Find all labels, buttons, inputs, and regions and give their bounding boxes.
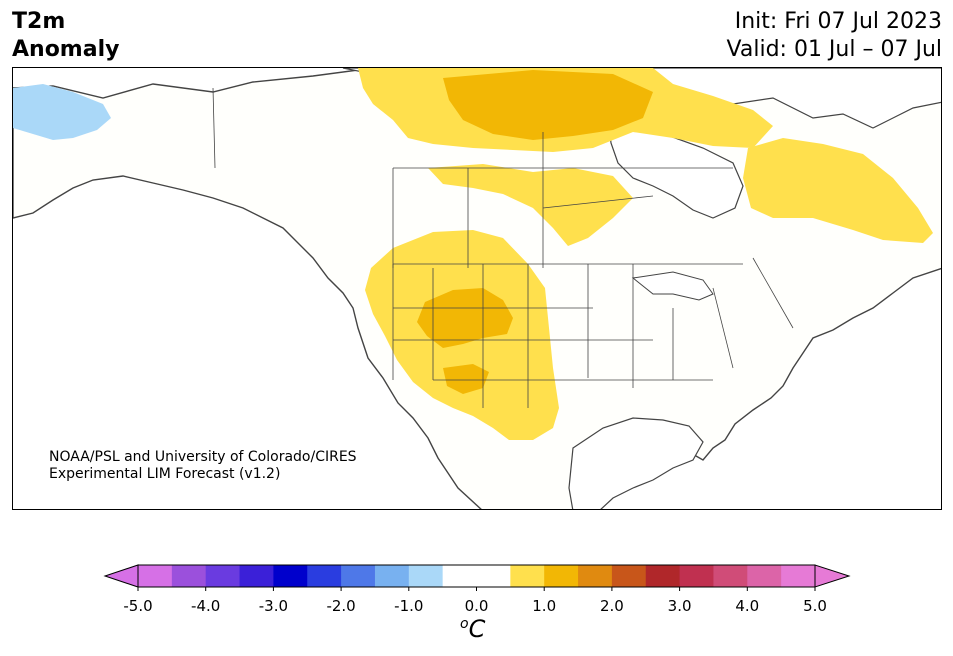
unit-label: oC xyxy=(460,615,485,643)
colorbar-box xyxy=(747,565,782,587)
colorbar-box xyxy=(442,565,477,587)
colorbar-box xyxy=(307,565,342,587)
political-borders xyxy=(212,87,794,408)
colorbar-box xyxy=(239,565,274,587)
alaska-cool-anomaly xyxy=(13,84,111,140)
quebec-warm-anomaly xyxy=(743,138,933,243)
anomaly-map xyxy=(13,68,941,509)
valid-range: Valid: 01 Jul – 07 Jul xyxy=(726,37,942,62)
credit-line-1: NOAA/PSL and University of Colorado/CIRE… xyxy=(49,449,357,465)
colorbar-tick-label: -3.0 xyxy=(259,597,288,615)
colorbar-box xyxy=(341,565,376,587)
great-lakes xyxy=(631,271,714,301)
colorbar-box xyxy=(781,565,816,587)
colorbar-box xyxy=(476,565,511,587)
map-panel xyxy=(12,67,942,510)
plot-title: T2m Anomaly xyxy=(12,8,119,64)
credit-line-2: Experimental LIM Forecast (v1.2) xyxy=(49,466,281,482)
gulf-of-mexico xyxy=(568,417,704,509)
unit-symbol: C xyxy=(468,615,486,643)
colorbar-tick-label: 1.0 xyxy=(532,597,556,615)
colorbar-boxes xyxy=(103,564,851,588)
colorbar-extend-low xyxy=(103,564,139,588)
colorbar-tick-label: -2.0 xyxy=(326,597,355,615)
title-line-1: T2m xyxy=(12,9,66,34)
colorbar-tick-label: 4.0 xyxy=(735,597,759,615)
colorbar-tick-label: 2.0 xyxy=(600,597,624,615)
credit-text: NOAA/PSL and University of Colorado/CIRE… xyxy=(49,449,357,483)
colorbar-extend-high xyxy=(814,564,851,588)
colorbar-box xyxy=(510,565,545,587)
colorbar-box xyxy=(544,565,579,587)
colorbar-box xyxy=(679,565,714,587)
great-basin-warm-core xyxy=(417,288,513,348)
colorbar-ticks: -5.0 -4.0 -3.0 -2.0 -1.0 0.0 1.0 2.0 3.0 4.0 5.0 xyxy=(123,587,827,615)
colorbar-box xyxy=(205,565,241,587)
colorbar-box xyxy=(374,565,410,587)
colorbar-tick-label: 5.0 xyxy=(803,597,827,615)
title-line-2: Anomaly xyxy=(12,37,120,62)
colorbar-box xyxy=(713,565,748,587)
colorbar-box xyxy=(408,565,444,587)
prairie-warm-anomaly xyxy=(428,164,633,246)
init-date: Init: Fri 07 Jul 2023 xyxy=(734,9,942,34)
colorbar-box xyxy=(645,565,681,587)
colorbar-tick-label: 0.0 xyxy=(465,597,489,615)
colorbar-box xyxy=(273,565,308,587)
forecast-dates: Init: Fri 07 Jul 2023 Valid: 01 Jul – 07… xyxy=(727,8,942,64)
colorbar-box xyxy=(138,565,173,587)
colorbar-tick-label: 3.0 xyxy=(668,597,692,615)
colorbar-box xyxy=(171,565,207,587)
colorbar-tick-label: -4.0 xyxy=(191,597,220,615)
southwest-warm-core xyxy=(443,364,489,394)
hudson-north-warm-core xyxy=(443,70,653,140)
colorbar-tick-label: -5.0 xyxy=(123,597,152,615)
unit-degree: o xyxy=(460,616,469,632)
colorbar-tick-label: -1.0 xyxy=(394,597,423,615)
colorbar-box xyxy=(578,565,613,587)
colorbar-box xyxy=(611,565,647,587)
